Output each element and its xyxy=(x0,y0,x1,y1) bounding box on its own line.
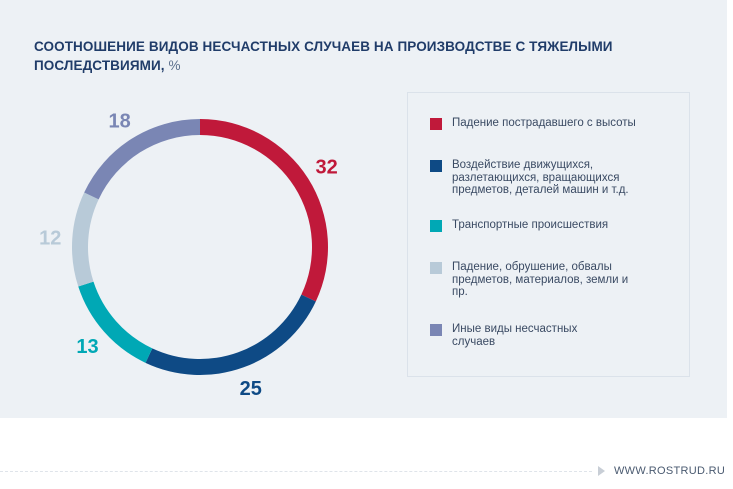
chart-panel xyxy=(0,0,727,418)
legend-item-other: Иные виды несчастных случаев xyxy=(430,323,602,348)
donut-data-label: 18 xyxy=(109,110,131,132)
legend-label: Падение, обрушение, обвалы предметов, ма… xyxy=(452,261,629,298)
legend-item-collapse: Падение, обрушение, обвалы предметов, ма… xyxy=(430,261,637,299)
legend-swatch xyxy=(430,262,442,274)
legend-swatch xyxy=(430,118,442,130)
chart-title: СООТНОШЕНИЕ ВИДОВ НЕСЧАСТНЫХ СЛУЧАЕВ НА … xyxy=(34,37,694,75)
legend-label: Иные виды несчастных случаев xyxy=(452,323,578,348)
play-arrow-icon xyxy=(598,466,605,476)
chart-title-unit: % xyxy=(168,58,181,73)
donut-data-label: 32 xyxy=(316,157,338,179)
donut-data-label: 12 xyxy=(39,228,61,250)
donut-data-labels: 32 25 13 12 18 xyxy=(39,110,338,400)
donut-slices xyxy=(71,119,329,375)
donut-slice xyxy=(84,119,200,200)
legend: Падение пострадавшего с высоты Воздейств… xyxy=(407,92,690,377)
donut-slice xyxy=(71,192,99,287)
legend-item-moving-objects: Воздействие движущихся, разлетающихся, в… xyxy=(430,159,642,197)
legend-item-transport: Транспортные происшествия xyxy=(430,219,672,232)
legend-item-fall-from-height: Падение пострадавшего с высоты xyxy=(430,117,672,130)
donut-slice xyxy=(145,294,316,375)
donut-data-label: 13 xyxy=(76,336,98,358)
legend-label: Падение пострадавшего с высоты xyxy=(452,117,636,129)
footer-divider xyxy=(0,471,592,472)
legend-label: Воздействие движущихся, разлетающихся, в… xyxy=(452,159,629,196)
legend-swatch xyxy=(430,220,442,232)
legend-swatch xyxy=(430,160,442,172)
donut-data-label: 25 xyxy=(240,378,262,400)
donut-slice xyxy=(78,281,153,363)
donut-chart: 32 25 13 12 18 xyxy=(39,110,338,400)
legend-swatch xyxy=(430,324,442,336)
donut-slice xyxy=(200,119,329,302)
chart-title-text: СООТНОШЕНИЕ ВИДОВ НЕСЧАСТНЫХ СЛУЧАЕВ НА … xyxy=(34,39,613,73)
legend-label: Транспортные происшествия xyxy=(452,219,609,231)
footer-website-link[interactable]: WWW.ROSTRUD.RU xyxy=(614,465,726,477)
